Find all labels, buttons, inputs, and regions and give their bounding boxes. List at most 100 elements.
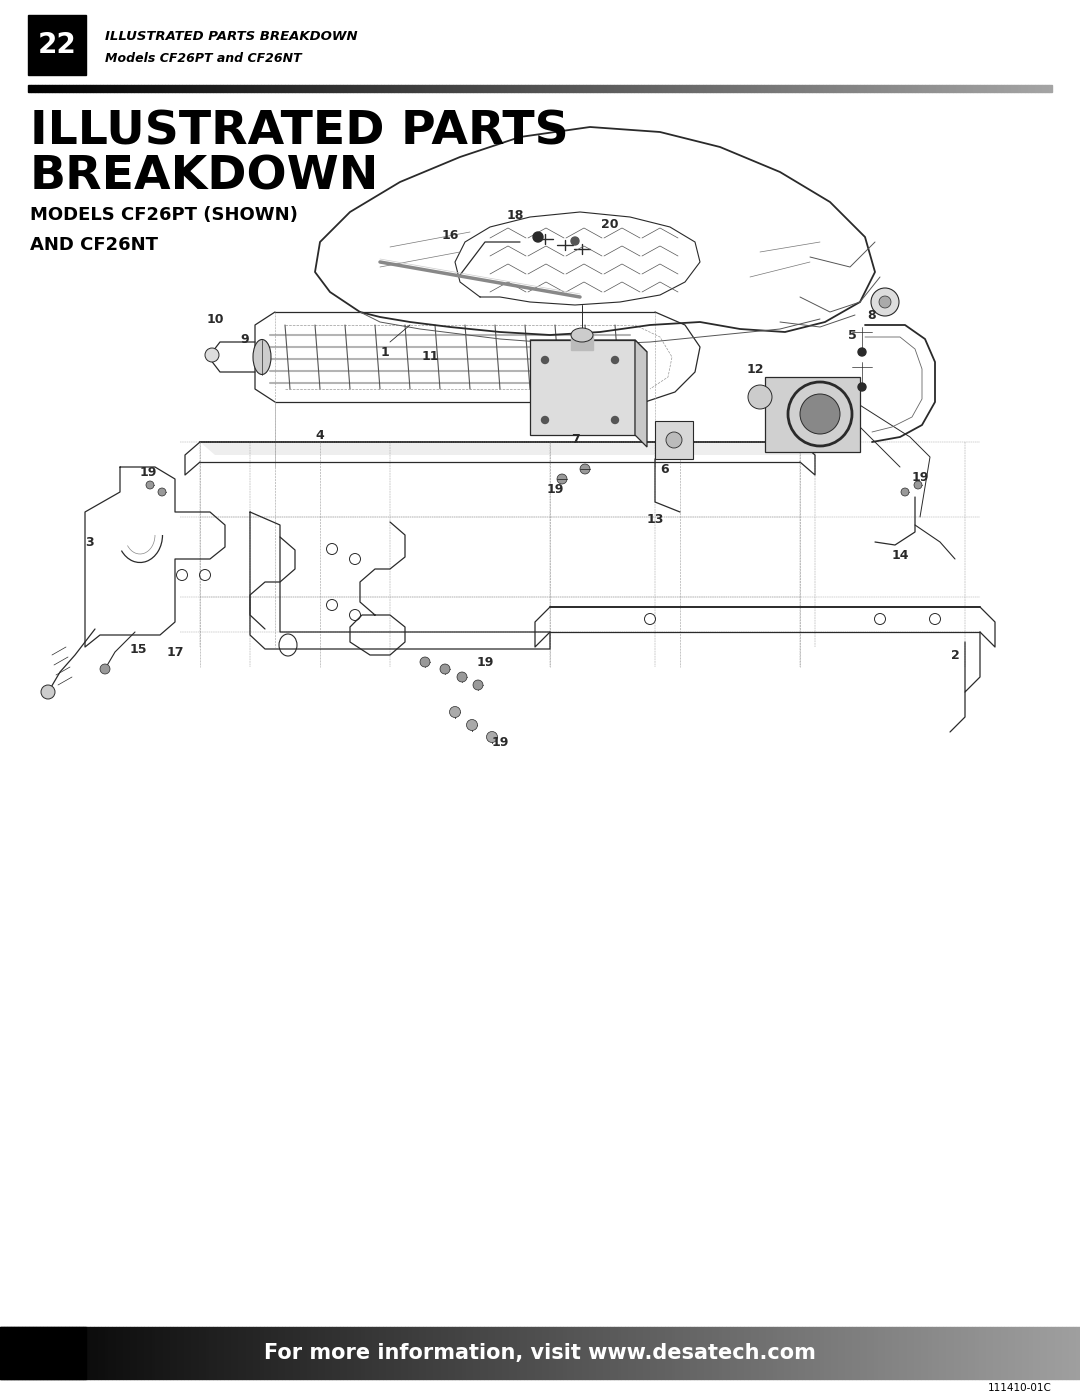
Bar	[860, 85, 864, 92]
Bar	[751, 85, 754, 92]
Bar	[94, 1327, 97, 1379]
Bar	[419, 1327, 422, 1379]
Bar	[621, 85, 624, 92]
Bar	[888, 85, 891, 92]
Bar	[253, 1327, 256, 1379]
Bar	[542, 85, 545, 92]
Bar	[524, 1327, 527, 1379]
Bar	[528, 85, 531, 92]
Circle shape	[870, 288, 899, 316]
Bar	[333, 85, 336, 92]
Bar	[636, 1327, 639, 1379]
Bar	[980, 85, 984, 92]
Bar	[418, 85, 422, 92]
Bar	[867, 1327, 870, 1379]
Bar	[325, 1327, 328, 1379]
Bar	[446, 85, 449, 92]
Text: 15: 15	[130, 643, 147, 655]
Bar	[394, 1327, 397, 1379]
Bar	[747, 1327, 752, 1379]
Bar	[968, 1327, 972, 1379]
Bar	[97, 1327, 102, 1379]
Bar	[113, 85, 117, 92]
Bar	[984, 85, 987, 92]
Bar	[703, 85, 706, 92]
Bar	[785, 85, 788, 92]
Bar	[323, 85, 326, 92]
Bar	[961, 1327, 964, 1379]
Bar	[141, 85, 145, 92]
Bar	[416, 1327, 419, 1379]
Bar	[137, 1327, 140, 1379]
Bar	[265, 85, 268, 92]
Bar	[863, 1327, 867, 1379]
Bar	[610, 1327, 615, 1379]
Bar	[391, 85, 394, 92]
Bar	[607, 1327, 610, 1379]
Bar	[975, 1327, 978, 1379]
Bar	[535, 85, 538, 92]
Bar	[76, 85, 79, 92]
Bar	[62, 1327, 65, 1379]
Text: 16: 16	[442, 229, 459, 242]
Bar	[241, 85, 244, 92]
Bar	[18, 1327, 22, 1379]
Bar	[713, 85, 716, 92]
Bar	[116, 1327, 119, 1379]
Bar	[350, 1327, 354, 1379]
Bar	[354, 1327, 357, 1379]
Bar	[765, 85, 768, 92]
Polygon shape	[200, 441, 815, 455]
Bar	[514, 85, 517, 92]
Bar	[245, 1327, 249, 1379]
Bar	[654, 420, 693, 460]
Bar	[387, 1327, 390, 1379]
Bar	[206, 85, 210, 92]
Bar	[768, 85, 771, 92]
Bar	[699, 85, 703, 92]
Bar	[1077, 1327, 1080, 1379]
Bar	[578, 1327, 581, 1379]
Bar	[107, 85, 110, 92]
Text: 2: 2	[950, 648, 959, 662]
Bar	[589, 1327, 592, 1379]
Bar	[839, 85, 843, 92]
Circle shape	[800, 394, 840, 434]
Circle shape	[534, 232, 543, 242]
Bar	[692, 85, 696, 92]
Text: 13: 13	[646, 513, 664, 525]
Bar	[279, 1327, 282, 1379]
Bar	[494, 85, 497, 92]
Bar	[1000, 1327, 1004, 1379]
Bar	[462, 1327, 465, 1379]
Bar	[1035, 85, 1038, 92]
Bar	[481, 85, 484, 92]
Bar	[874, 1327, 878, 1379]
Bar	[145, 1327, 148, 1379]
Bar	[356, 85, 361, 92]
Bar	[1034, 1327, 1037, 1379]
Bar	[372, 1327, 376, 1379]
Bar	[545, 1327, 549, 1379]
Bar	[897, 85, 902, 92]
Bar	[853, 85, 856, 92]
Text: 17: 17	[166, 645, 184, 658]
Bar	[563, 85, 566, 92]
Bar	[625, 1327, 629, 1379]
Bar	[185, 1327, 188, 1379]
Bar	[895, 1327, 900, 1379]
Bar	[501, 85, 504, 92]
Text: 5: 5	[848, 328, 856, 341]
Bar	[170, 1327, 174, 1379]
Circle shape	[158, 488, 166, 496]
Bar	[134, 85, 137, 92]
Bar	[0, 1327, 3, 1379]
Bar	[658, 1327, 661, 1379]
Bar	[166, 1327, 170, 1379]
Bar	[40, 1327, 43, 1379]
Bar	[1062, 1327, 1066, 1379]
Bar	[802, 85, 806, 92]
Circle shape	[205, 348, 219, 362]
Bar	[604, 85, 607, 92]
Bar	[203, 85, 206, 92]
